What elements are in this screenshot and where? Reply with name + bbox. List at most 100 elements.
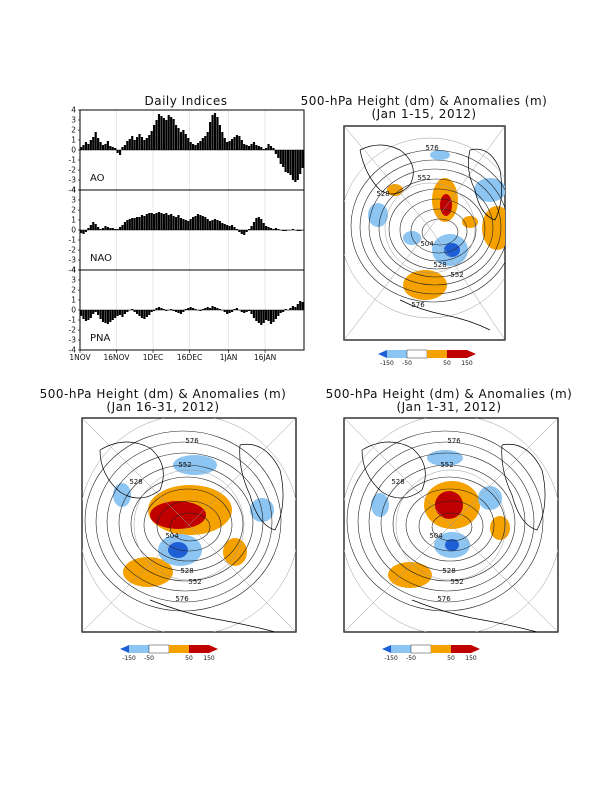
ao-bar xyxy=(138,134,141,150)
y-tick-label: -3 xyxy=(69,256,77,265)
nao-bar xyxy=(114,229,117,230)
ao-bar xyxy=(262,149,265,150)
pna-bar xyxy=(213,307,217,310)
nao-bar xyxy=(126,220,129,230)
anom-neg xyxy=(478,486,502,510)
nao-bar xyxy=(235,229,239,230)
pna-bar xyxy=(101,310,105,322)
pna-bar xyxy=(284,309,287,310)
nao-bar xyxy=(116,229,119,230)
ao-bar xyxy=(97,138,100,150)
nao-bar xyxy=(184,220,187,230)
anom-strong-neg xyxy=(445,539,459,551)
x-tick-label: 16NOV xyxy=(103,353,130,362)
pna-bar xyxy=(165,310,168,311)
pna-bar xyxy=(299,301,302,310)
nao-bar xyxy=(155,213,158,230)
pna-bar xyxy=(201,309,204,310)
anom-pos xyxy=(482,206,505,250)
map-c-contour-labels: 576 552 528 504 528 552 576 xyxy=(391,437,463,603)
pna-bar xyxy=(277,310,280,316)
colorbar-max-arrow xyxy=(209,645,218,653)
pna-bar xyxy=(233,309,236,310)
pna-bar xyxy=(240,310,243,312)
pna-bar xyxy=(104,310,107,323)
nao-bar xyxy=(260,219,263,230)
nao-bar xyxy=(101,228,105,230)
y-tick-label: 1 xyxy=(71,296,76,305)
ao-bar xyxy=(248,146,251,150)
ao-bar xyxy=(174,125,178,150)
pna-bar xyxy=(179,310,183,314)
colorbar-min-arrow xyxy=(382,645,391,653)
colorbar-label: 150 xyxy=(461,360,473,367)
nao-bar xyxy=(182,219,185,230)
y-tick-label: -1 xyxy=(69,316,77,325)
colorbar-segment xyxy=(451,645,471,653)
pna-bar xyxy=(260,310,263,325)
nao-bar xyxy=(111,228,114,230)
colorbar-segment xyxy=(148,644,170,654)
ao-bar xyxy=(111,147,114,150)
ao-bar xyxy=(250,144,253,150)
nao-bar xyxy=(157,212,161,230)
pna-bar xyxy=(294,307,297,310)
nao-bar xyxy=(145,214,148,230)
nao-bar xyxy=(162,214,165,230)
pna-bar xyxy=(170,309,173,310)
map-c-colorbar: -150 -50 50 150 xyxy=(382,644,480,662)
ao-bar xyxy=(201,138,204,150)
nao-bar xyxy=(84,230,88,232)
ao-bar xyxy=(189,142,192,150)
pna-bar xyxy=(143,310,146,319)
pna-bar xyxy=(194,309,197,310)
pna-bar xyxy=(245,310,248,312)
nao-bar xyxy=(160,213,163,230)
ao-bar xyxy=(170,117,173,150)
ao-bar xyxy=(116,150,119,153)
contour-label: 576 xyxy=(411,301,425,309)
nao-bar xyxy=(255,218,258,230)
ao-bar xyxy=(84,142,88,150)
pna-bar xyxy=(133,310,136,312)
nao-bar xyxy=(153,214,156,230)
pna-bar xyxy=(106,310,109,324)
map-c-fields xyxy=(344,418,558,632)
nao-bar xyxy=(265,226,268,230)
pna-bar xyxy=(301,302,304,310)
map-b-subtitle: (Jan 16-31, 2012) xyxy=(106,400,219,414)
nao-bar xyxy=(245,230,248,232)
map-panel-jan1-15: 500-hPa Height (dm) & Anomalies (m) (Jan… xyxy=(301,94,547,367)
nao-bar xyxy=(104,226,107,230)
ao-bar xyxy=(211,115,214,150)
nao-bar xyxy=(284,230,287,231)
colorbar-segment xyxy=(391,645,411,653)
nao-bar xyxy=(80,230,83,233)
ao-bar xyxy=(145,138,148,150)
nao-bar xyxy=(106,227,109,230)
colorbar-min-arrow xyxy=(120,645,129,653)
pna-bar xyxy=(99,310,102,319)
contour-label: 552 xyxy=(440,461,453,469)
contour-label: 552 xyxy=(188,578,201,586)
ao-bar xyxy=(291,150,295,180)
ao-label: AO xyxy=(90,173,105,184)
y-tick-label: -2 xyxy=(69,166,77,175)
nao-bar xyxy=(89,225,92,230)
colorbar-label: -150 xyxy=(122,655,136,662)
nao-bar xyxy=(192,217,195,230)
y-tick-label: -2 xyxy=(69,246,77,255)
anom-pos xyxy=(490,516,510,540)
nao-bar xyxy=(201,216,204,230)
ao-bar xyxy=(286,150,290,173)
contour-label: 528 xyxy=(433,261,446,269)
height-contours xyxy=(350,149,505,303)
pna-bar xyxy=(174,310,178,312)
pna-bar xyxy=(184,309,187,310)
pna-bar xyxy=(187,308,190,310)
nao-bar xyxy=(143,216,146,230)
y-tick-label: 4 xyxy=(71,106,76,115)
nao-bar xyxy=(211,220,214,230)
ao-bar xyxy=(296,150,299,180)
ao-bar xyxy=(160,116,163,150)
